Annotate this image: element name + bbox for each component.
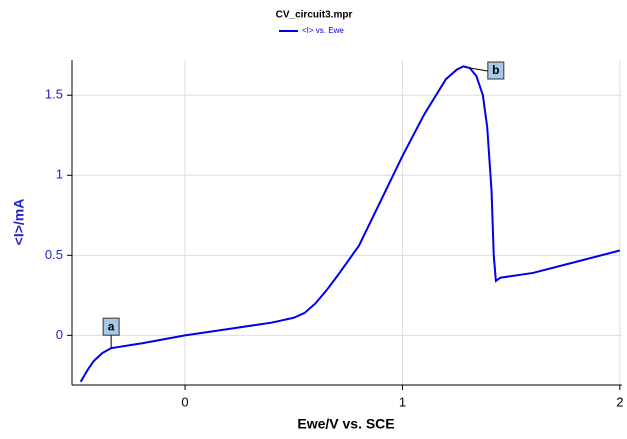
annotation-label: b — [492, 63, 499, 77]
annotation-box — [102, 317, 120, 336]
legend-label: <I> vs. Ewe — [302, 26, 344, 35]
annotation-arrow — [469, 67, 488, 72]
y-axis-label: <I>/mA — [11, 199, 27, 246]
x-tick-label: 2 — [616, 394, 623, 409]
annotation-box — [487, 61, 505, 80]
y-tick-label: 1.5 — [45, 87, 63, 102]
x-tick-label: 1 — [399, 394, 406, 409]
y-tick-label: 1 — [56, 167, 63, 182]
x-axis-label: Ewe/V vs. SCE — [297, 416, 394, 432]
annotation-label: a — [108, 319, 115, 333]
data-line — [79, 65, 621, 383]
y-tick-label: 0 — [56, 327, 63, 342]
y-tick-label: 0.5 — [45, 247, 63, 262]
chart-title: CV_circuit3.mpr — [276, 10, 353, 21]
x-tick-label: 0 — [181, 394, 188, 409]
